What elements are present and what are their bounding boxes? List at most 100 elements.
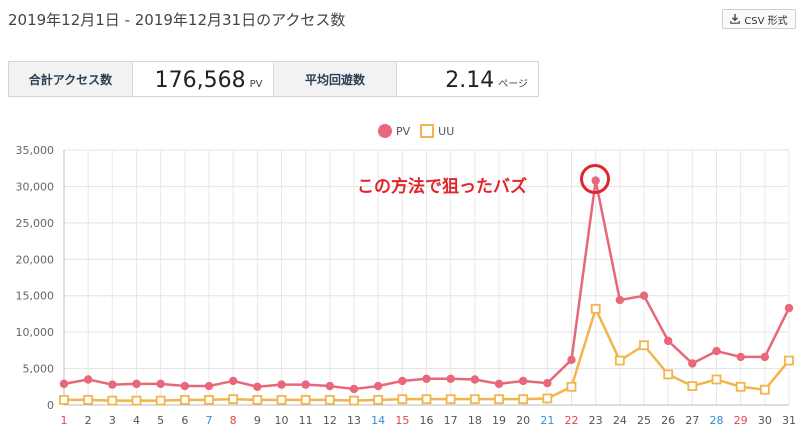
uu-point (566, 381, 577, 392)
pv-point (760, 352, 770, 362)
pv-point (736, 352, 745, 362)
uu-point (445, 394, 456, 405)
uu-point (59, 394, 69, 405)
y-tick-label: 25,000 (16, 217, 55, 230)
avg-pages-value-cell: 2.14 ページ (397, 62, 538, 96)
pv-point (398, 376, 407, 386)
pv-point (494, 379, 504, 389)
pv-point (253, 382, 262, 391)
pv-point (180, 381, 190, 391)
uu-point (759, 384, 770, 395)
uu-point (784, 355, 794, 366)
x-tick-label: 5 (157, 414, 164, 427)
y-tick-label: 30,000 (16, 180, 55, 193)
download-icon (730, 14, 741, 24)
legend-pv-label[interactable]: PV (396, 124, 411, 138)
uu-point (711, 374, 722, 385)
x-tick-label: 10 (275, 414, 289, 427)
x-tick-label: 9 (254, 414, 261, 427)
pv-point (567, 355, 576, 365)
pv-point (712, 346, 721, 356)
pv-point (204, 381, 214, 391)
uu-point (590, 303, 601, 314)
legend-uu-marker[interactable] (420, 124, 435, 138)
avg-pages-value: 2.14 (445, 68, 495, 93)
total-access-value: 176,568 (154, 68, 246, 93)
y-tick-label: 15,000 (16, 290, 55, 303)
x-tick-label: 22 (565, 414, 579, 427)
page-title: 2019年12月1日 - 2019年12月31日のアクセス数 (8, 11, 346, 29)
uu-point (83, 394, 94, 405)
pv-point (132, 379, 141, 389)
uu-point (518, 394, 529, 405)
pv-point (446, 374, 455, 383)
x-tick-label: 21 (540, 414, 554, 427)
y-tick-label: 10,000 (16, 326, 55, 339)
x-tick-label: 2 (85, 414, 92, 427)
uu-point (300, 394, 311, 405)
uu-point (204, 394, 214, 405)
uu-point (155, 395, 166, 406)
x-tick-label: 28 (710, 414, 724, 427)
uu-point (663, 369, 674, 380)
pv-point (59, 379, 69, 389)
pv-point (639, 291, 649, 300)
uu-point (614, 355, 625, 366)
x-tick-label: 3 (109, 414, 116, 427)
x-tick-label: 18 (468, 414, 482, 427)
uu-point (179, 394, 190, 405)
uu-point (131, 395, 142, 406)
summary-panel: 合計アクセス数 176,568 PV 平均回遊数 2.14 ページ (8, 61, 539, 97)
uu-point (542, 393, 553, 404)
uu-point (687, 381, 698, 391)
pv-point (784, 303, 794, 313)
pv-point (228, 376, 238, 386)
x-tick-label: 6 (181, 414, 188, 427)
total-access-unit: PV (249, 79, 263, 90)
chart-legend: PV UU (378, 124, 454, 138)
legend-pv-marker[interactable] (378, 124, 392, 138)
uu-point (421, 394, 432, 405)
y-tick-label: 20,000 (16, 253, 55, 266)
avg-pages-label: 平均回遊数 (273, 62, 398, 96)
x-tick-label: 27 (685, 414, 699, 427)
x-tick-label: 23 (589, 414, 603, 427)
uu-point (349, 395, 359, 406)
uu-point (276, 394, 287, 405)
x-tick-label: 17 (444, 414, 458, 427)
csv-export-button[interactable]: CSV 形式 (722, 9, 796, 29)
pv-point (108, 380, 117, 389)
pv-point (663, 336, 673, 346)
pv-point (688, 359, 697, 368)
x-tick-label: 1 (61, 414, 68, 427)
uu-point (469, 394, 480, 405)
x-tick-label: 16 (420, 414, 434, 427)
total-access-label: 合計アクセス数 (9, 62, 133, 96)
pv-point (422, 374, 431, 383)
pv-point (373, 381, 383, 391)
x-tick-label: 29 (734, 414, 748, 427)
x-tick-label: 19 (492, 414, 506, 427)
legend-uu-label[interactable]: UU (438, 124, 455, 138)
pv-point (83, 375, 93, 384)
uu-point (228, 394, 239, 405)
x-tick-label: 7 (206, 414, 213, 427)
x-tick-label: 4 (133, 414, 140, 427)
y-tick-label: 0 (47, 399, 54, 412)
pv-point (470, 375, 480, 384)
x-tick-label: 11 (299, 414, 313, 427)
x-tick-label: 14 (371, 414, 385, 427)
uu-point (252, 394, 263, 405)
x-tick-label: 25 (637, 414, 651, 427)
uu-point (373, 394, 384, 405)
x-tick-label: 31 (782, 414, 796, 427)
total-access-value-cell: 176,568 PV (133, 62, 274, 96)
uu-point (735, 381, 746, 392)
pv-point (349, 384, 359, 394)
pv-point (543, 378, 552, 388)
x-tick-label: 20 (516, 414, 530, 427)
pv-point (301, 380, 310, 389)
buzz-annotation: この方法で狙ったバズ (357, 177, 527, 197)
x-tick-label: 8 (230, 414, 237, 427)
